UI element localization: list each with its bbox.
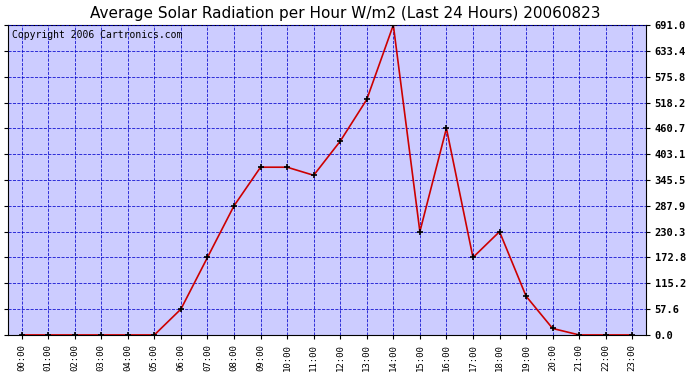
Text: Average Solar Radiation per Hour W/m2 (Last 24 Hours) 20060823: Average Solar Radiation per Hour W/m2 (L… <box>90 6 600 21</box>
Text: Copyright 2006 Cartronics.com: Copyright 2006 Cartronics.com <box>12 30 182 40</box>
